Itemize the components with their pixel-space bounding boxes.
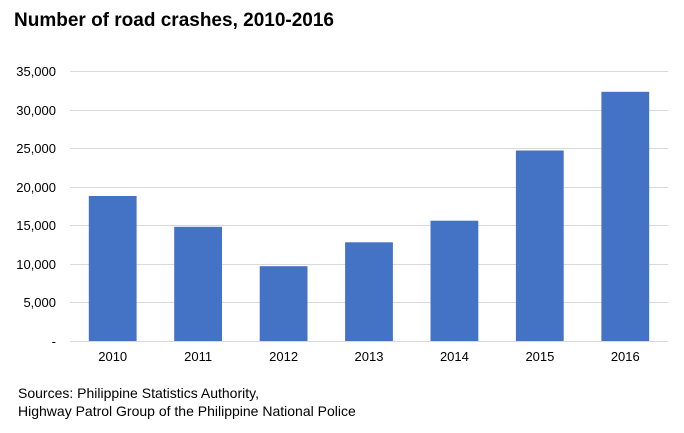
sources-line-2: Highway Patrol Group of the Philippine N… — [18, 403, 356, 419]
x-tick-label: 2012 — [269, 349, 298, 364]
y-tick-label: 10,000 — [16, 257, 56, 272]
bar-2011 — [174, 226, 222, 341]
sources-line-1: Sources: Philippine Statistics Authority… — [18, 385, 259, 401]
x-tick-label: 2014 — [440, 349, 469, 364]
y-tick-label: 15,000 — [16, 218, 56, 233]
y-tick-label: 5,000 — [23, 295, 56, 310]
y-tick-label: 30,000 — [16, 103, 56, 118]
bar-2015 — [515, 150, 564, 341]
x-tick-label: 2010 — [98, 349, 127, 364]
bar-2014 — [430, 220, 479, 341]
y-tick-label: - — [52, 334, 56, 349]
y-tick-label: 25,000 — [16, 141, 56, 156]
bar-2010 — [88, 196, 137, 341]
x-axis-ticks: 2010 2011 2012 2013 2014 2015 2016 — [98, 349, 640, 364]
y-tick-label: 20,000 — [16, 180, 56, 195]
x-tick-label: 2016 — [611, 349, 640, 364]
x-tick-label: 2013 — [355, 349, 384, 364]
sources-note: Sources: Philippine Statistics Authority… — [18, 384, 356, 420]
y-tick-label: 35,000 — [16, 64, 56, 79]
x-tick-label: 2015 — [525, 349, 554, 364]
x-tick-label: 2011 — [184, 349, 212, 364]
bar-2016 — [601, 91, 650, 341]
chart-title: Number of road crashes, 2010-2016 — [14, 10, 334, 31]
bar-2012 — [259, 266, 308, 341]
bar-2013 — [345, 242, 393, 341]
y-axis-ticks: - 5,000 10,000 15,000 20,000 25,000 30,000 35,0… — [16, 64, 56, 349]
bars — [88, 91, 650, 341]
